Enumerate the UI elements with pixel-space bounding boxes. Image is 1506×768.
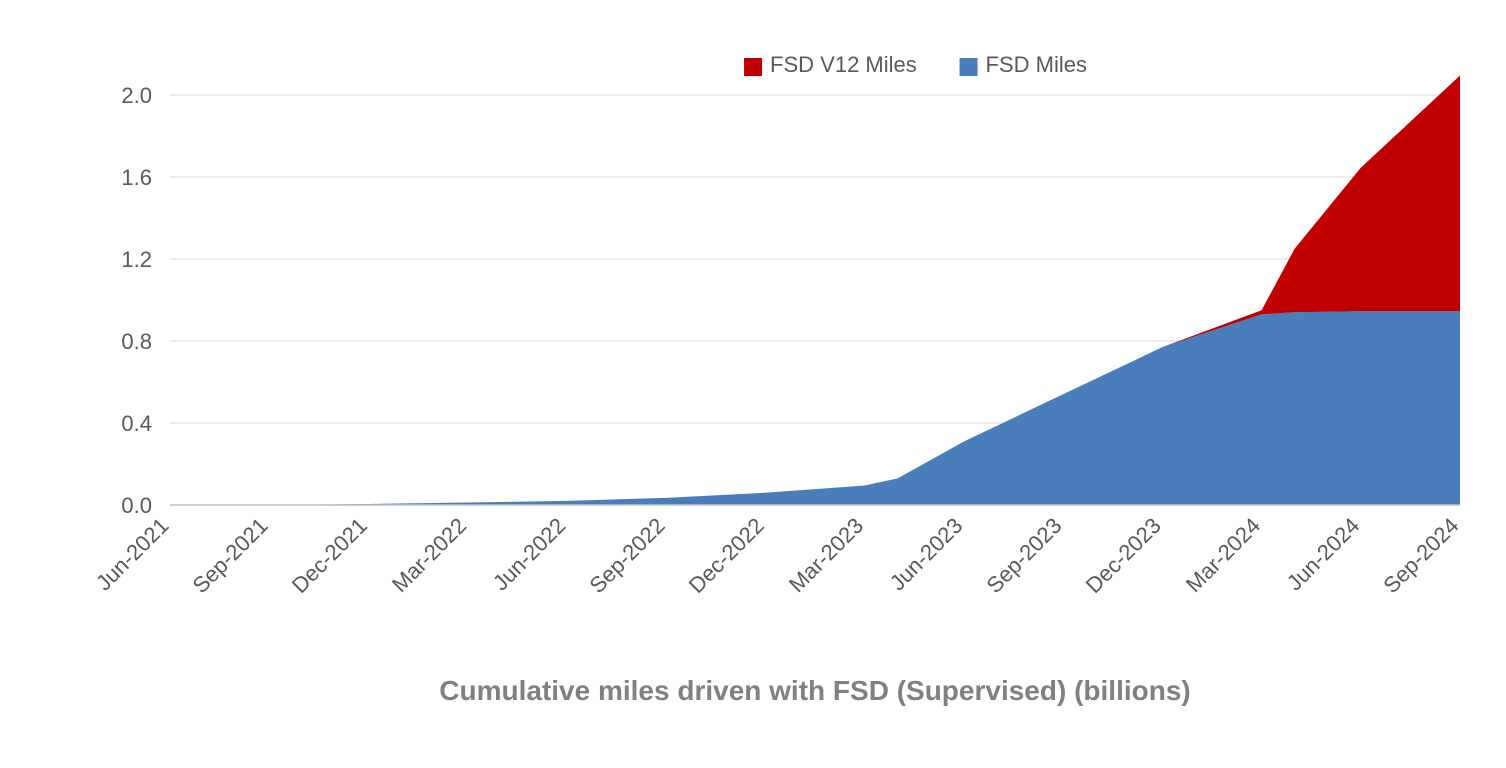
y-tick-label: 0.8 <box>121 329 152 354</box>
x-tick-label: Dec-2022 <box>684 513 769 598</box>
area-chart: 0.00.40.81.21.62.0Jun-2021Sep-2021Dec-20… <box>0 0 1506 768</box>
x-tick-label: Mar-2023 <box>784 513 868 597</box>
x-tick-label: Jun-2022 <box>488 513 571 596</box>
x-tick-label: Dec-2023 <box>1081 513 1166 598</box>
x-tick-label: Sep-2021 <box>188 513 273 598</box>
x-tick-label: Jun-2024 <box>1282 513 1365 596</box>
legend-label: FSD V12 Miles <box>770 52 917 77</box>
x-tick-label: Jun-2023 <box>885 513 968 596</box>
y-tick-label: 1.6 <box>121 165 152 190</box>
legend-swatch <box>960 58 978 76</box>
y-tick-label: 1.2 <box>121 247 152 272</box>
x-tick-label: Dec-2021 <box>287 513 372 598</box>
y-tick-label: 0.0 <box>121 493 152 518</box>
legend-swatch <box>744 58 762 76</box>
area-series-fsd-miles <box>170 311 1460 505</box>
x-tick-label: Mar-2022 <box>387 513 471 597</box>
x-tick-label: Sep-2024 <box>1378 513 1463 598</box>
x-tick-label: Sep-2022 <box>585 513 670 598</box>
y-tick-label: 0.4 <box>121 411 152 436</box>
x-tick-label: Mar-2024 <box>1181 513 1265 597</box>
y-tick-label: 2.0 <box>121 83 152 108</box>
x-tick-label: Jun-2021 <box>91 513 174 596</box>
chart-caption: Cumulative miles driven with FSD (Superv… <box>439 675 1190 706</box>
legend-label: FSD Miles <box>986 52 1087 77</box>
x-tick-label: Sep-2023 <box>981 513 1066 598</box>
chart-container: 0.00.40.81.21.62.0Jun-2021Sep-2021Dec-20… <box>0 0 1506 768</box>
